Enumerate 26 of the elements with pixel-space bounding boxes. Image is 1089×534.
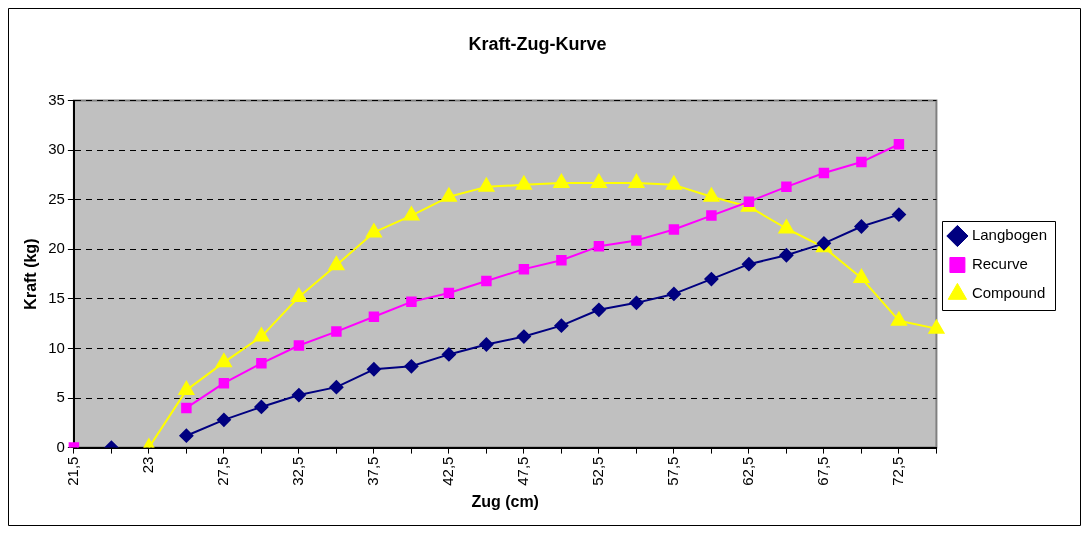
x-tick-label: 23 — [139, 456, 157, 474]
x-tick-label: 27,5 — [214, 456, 232, 486]
legend-label: Langbogen — [971, 226, 1048, 244]
y-tick-label: 25 — [48, 189, 65, 207]
x-tick-label: 32,5 — [289, 456, 307, 486]
y-tick-label: 35 — [48, 90, 65, 108]
legend-label: Recurve — [971, 255, 1028, 273]
x-tick-label: 47,5 — [514, 456, 532, 486]
x-axis-title: Zug (cm) — [471, 492, 539, 510]
y-tick-label: 5 — [56, 388, 65, 406]
x-tick-label: 21,5 — [64, 456, 82, 486]
y-tick-label: 15 — [48, 289, 65, 307]
chart-title: Kraft-Zug-Kurve — [468, 33, 607, 54]
x-tick-label: 57,5 — [664, 456, 682, 486]
x-tick-label: 52,5 — [589, 456, 607, 486]
y-tick-label: 0 — [56, 437, 65, 455]
x-tick-label: 62,5 — [739, 456, 757, 486]
x-tick-label: 67,5 — [814, 456, 832, 486]
y-tick-label: 20 — [48, 239, 65, 257]
x-tick-label: 72,5 — [889, 456, 907, 486]
x-tick-label: 37,5 — [364, 456, 382, 486]
y-tick-label: 10 — [48, 338, 65, 356]
y-tick-label: 30 — [48, 140, 65, 158]
y-axis-title: Kraft (kg) — [22, 238, 40, 310]
legend-label: Compound — [971, 284, 1046, 302]
x-tick-label: 42,5 — [439, 456, 457, 486]
